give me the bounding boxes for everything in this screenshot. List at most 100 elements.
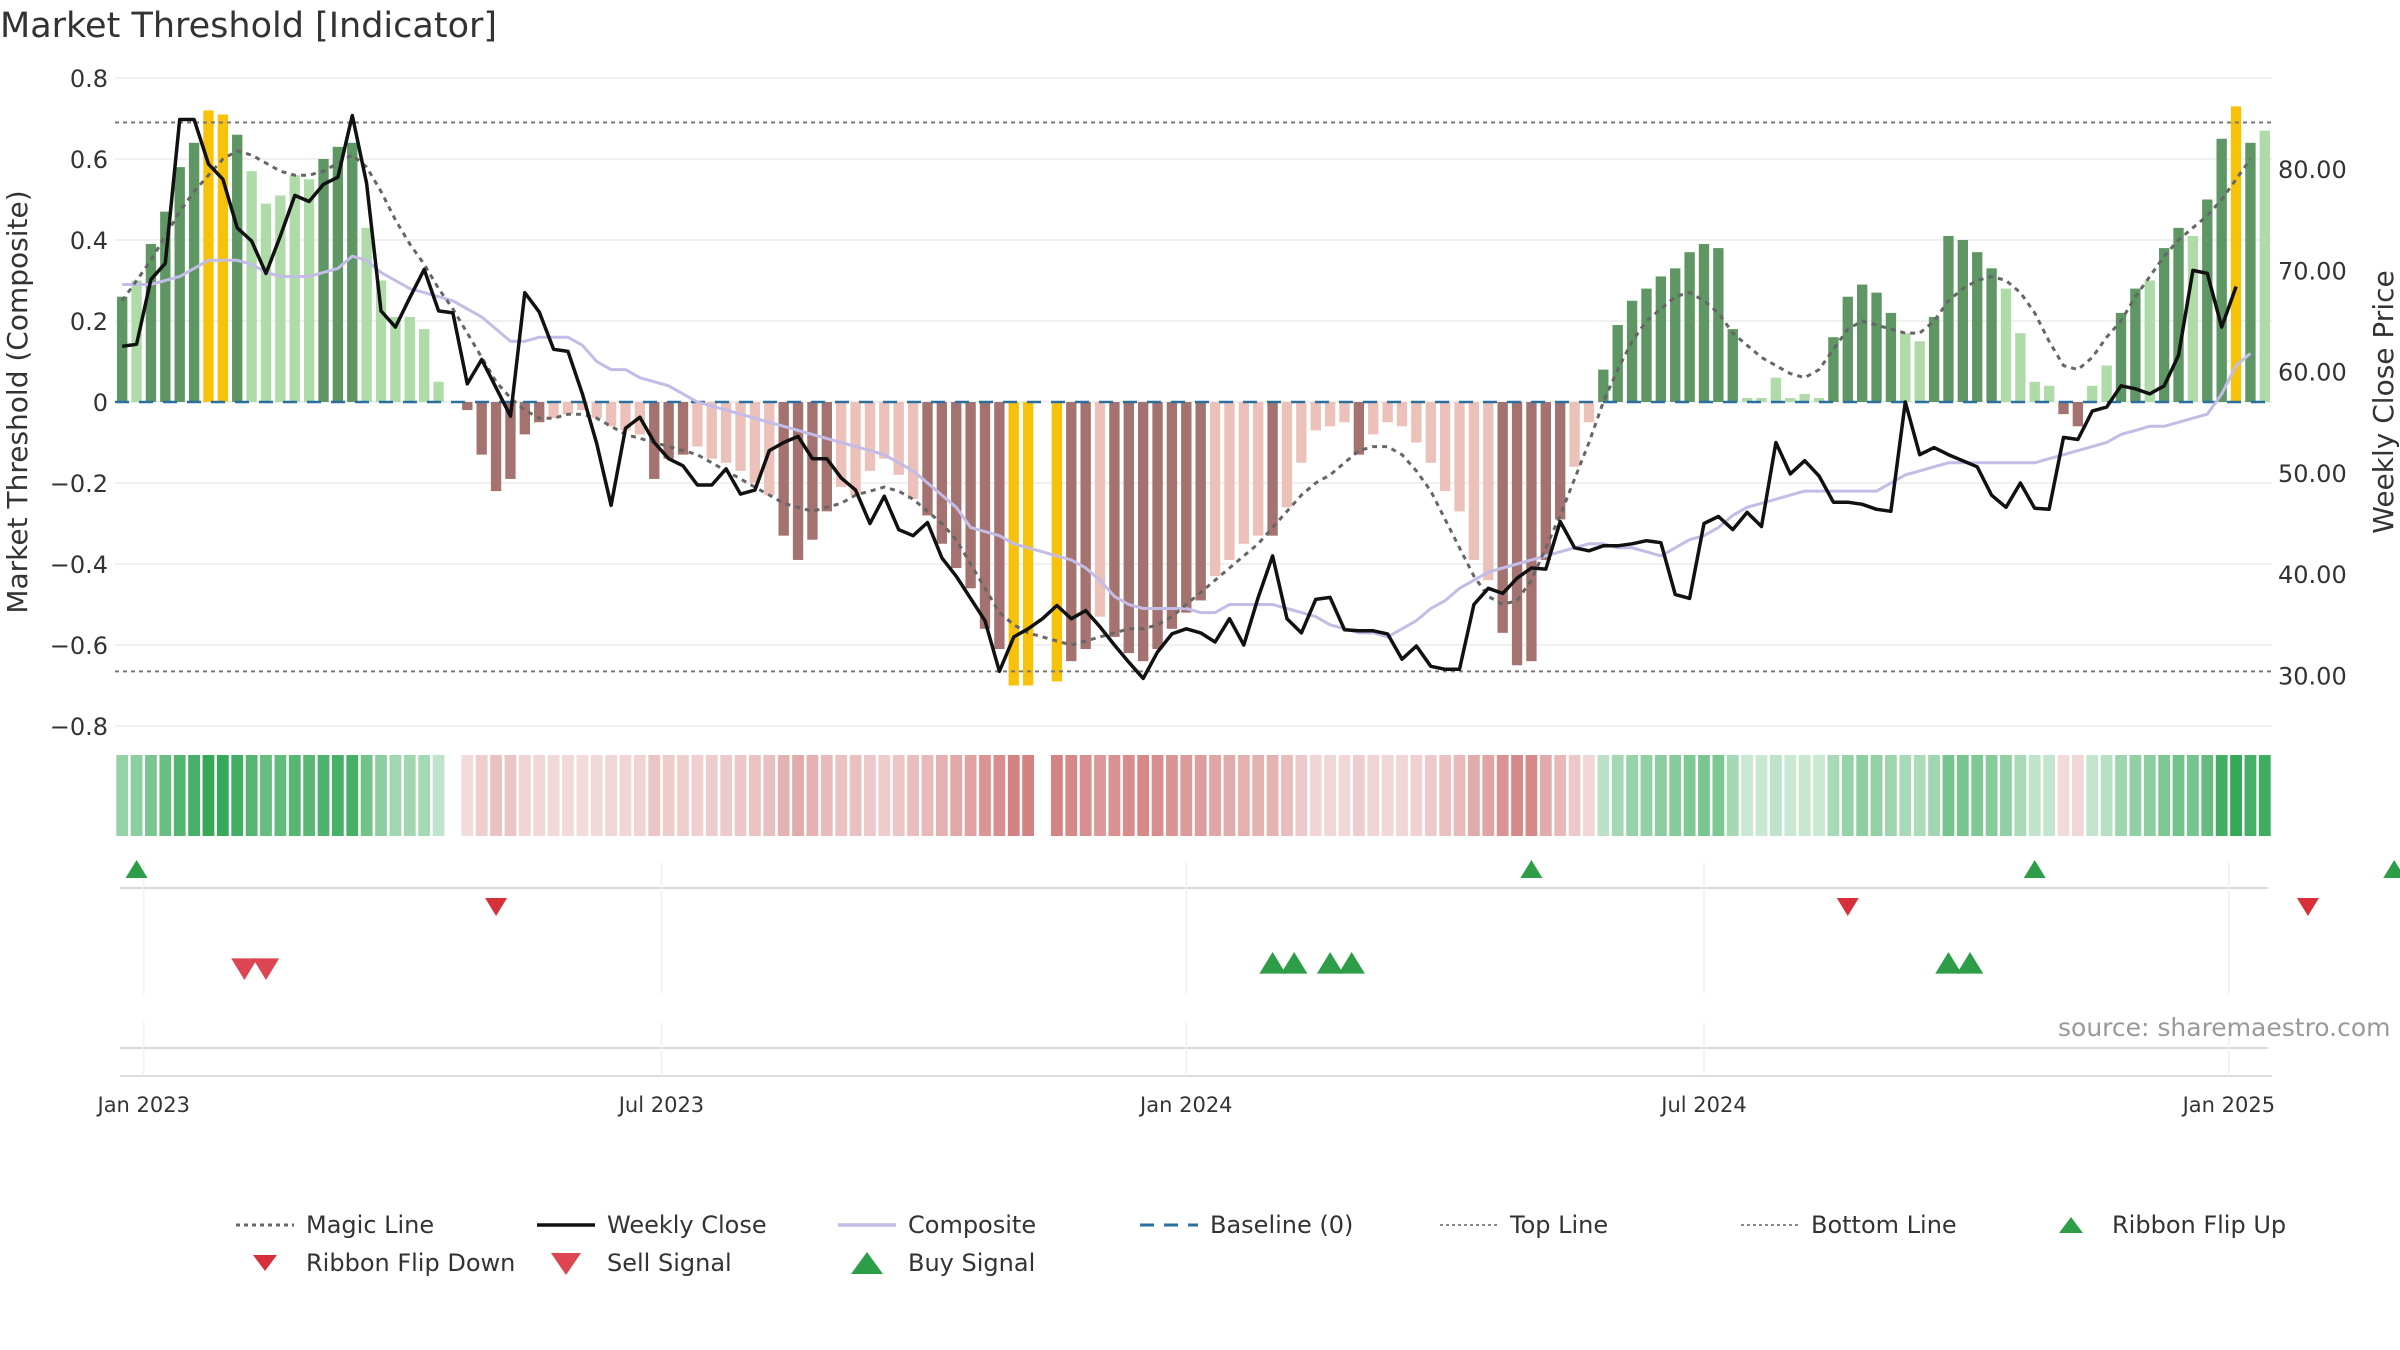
composite-bar [1439, 402, 1451, 492]
ribbon-cell [1870, 755, 1883, 836]
composite-bar [505, 402, 516, 479]
composite-bar [965, 402, 976, 589]
composite-bar [1022, 402, 1034, 686]
ribbon-cell [274, 755, 287, 836]
right-axis-title: Weekly Close Price [2367, 270, 2400, 533]
ribbon-cell [288, 755, 301, 836]
ribbon-cell [1798, 755, 1811, 836]
composite-bar [160, 211, 171, 402]
ribbon-cell [1338, 755, 1351, 836]
composite-bar [1698, 244, 1710, 402]
composite-bar [375, 280, 387, 402]
ribbon-cell [835, 755, 848, 836]
page-title: Market Threshold [Indicator] [0, 6, 498, 46]
composite-bar [1713, 248, 1724, 402]
right-tick-label: 30.00 [2278, 662, 2347, 690]
composite-bar [1152, 402, 1163, 650]
ribbon-flip-up-marker [125, 860, 148, 878]
ribbon-cell [677, 755, 689, 836]
composite-bar [1137, 402, 1149, 662]
ribbon-cell [346, 755, 359, 836]
ribbon-cell [2143, 755, 2156, 836]
buy-signal-marker [1280, 952, 1308, 974]
composite-bar [807, 402, 818, 540]
left-tick-label: 0.4 [70, 227, 108, 255]
ribbon-cell [2215, 755, 2228, 836]
composite-bar [260, 203, 272, 402]
ribbon-cell [159, 755, 172, 836]
ribbon-cell [1942, 755, 1955, 836]
line-layer [115, 113, 2272, 681]
ribbon-cell [116, 755, 129, 836]
ribbon-flip-down-marker [1836, 898, 1859, 916]
ribbon-cell [1611, 755, 1624, 836]
ribbon-cell [1554, 755, 1567, 836]
ribbon-cell [2187, 755, 2199, 836]
ribbon-cell [188, 755, 200, 836]
ribbon-cell [935, 755, 948, 836]
x-tick-label: Jan 2024 [1138, 1093, 1233, 1117]
composite-bar [303, 179, 315, 402]
composite-bar [2173, 227, 2184, 402]
composite-bar [1957, 240, 1969, 402]
ribbon-cell [734, 755, 747, 836]
composite-bar [534, 402, 545, 423]
composite-bar [1626, 300, 1638, 402]
composite-bar [1928, 316, 1940, 402]
ribbon-cell [2028, 755, 2041, 836]
buy-signal-marker [1338, 952, 1365, 974]
left-tick-label: 0.6 [70, 146, 108, 174]
composite-bar [1842, 296, 1853, 402]
composite-bar [605, 402, 617, 427]
composite-bar [1670, 268, 1681, 402]
composite-bar [1339, 402, 1350, 423]
composite-bar [1368, 402, 1379, 435]
ribbon-cell [518, 755, 531, 836]
composite-bar [1454, 402, 1465, 512]
composite-bar [1986, 268, 1997, 402]
ribbon-cell [1928, 755, 1940, 836]
ribbon-cell [1439, 755, 1452, 836]
composite-bar [1267, 402, 1278, 536]
composite-bar [232, 134, 243, 402]
ribbon-cell [1985, 755, 1998, 836]
composite-bar [1972, 252, 1983, 402]
ribbon-cell [1755, 755, 1768, 836]
composite-bar [1526, 402, 1537, 662]
x-tick-label: Jul 2023 [617, 1093, 704, 1117]
ribbon-cell [691, 755, 704, 836]
ribbon-cell [1166, 755, 1178, 836]
composite-bar [692, 402, 703, 447]
left-tick-label: −0.8 [50, 713, 108, 741]
ribbon-cell [777, 755, 790, 836]
ribbon-cell [1094, 755, 1106, 836]
composite-bar [275, 195, 286, 402]
ribbon-cell [1410, 755, 1423, 836]
ribbon-cell [993, 755, 1006, 836]
composite-bar [577, 402, 588, 411]
composite-bar [318, 159, 329, 402]
ribbon-cell [1151, 755, 1164, 836]
ribbon-cell [1640, 755, 1653, 836]
ribbon-flip-down-marker [485, 898, 508, 916]
ribbon-cell [892, 755, 905, 836]
composite-bar [735, 402, 746, 471]
x-tick-label: Jan 2023 [96, 1093, 191, 1117]
left-tick-label: −0.4 [50, 551, 108, 579]
ribbon-cell [173, 755, 186, 836]
composite-bar [2029, 381, 2040, 402]
composite-bar [217, 114, 229, 402]
composite-bar [1727, 329, 1738, 402]
composite-bar [720, 402, 732, 463]
ribbon-cell [1065, 755, 1078, 836]
ribbon-cell [1468, 755, 1480, 836]
ribbon-strip [116, 755, 2271, 836]
left-tick-label: −0.6 [50, 632, 108, 660]
ribbon-cell [1022, 755, 1035, 836]
ribbon-cell [1511, 755, 1523, 836]
ribbon-cell [820, 755, 833, 836]
ribbon-cell [1295, 755, 1308, 836]
ribbon-cell [375, 755, 387, 836]
magic-line [120, 149, 2252, 647]
ribbon-cell [1971, 755, 1984, 836]
